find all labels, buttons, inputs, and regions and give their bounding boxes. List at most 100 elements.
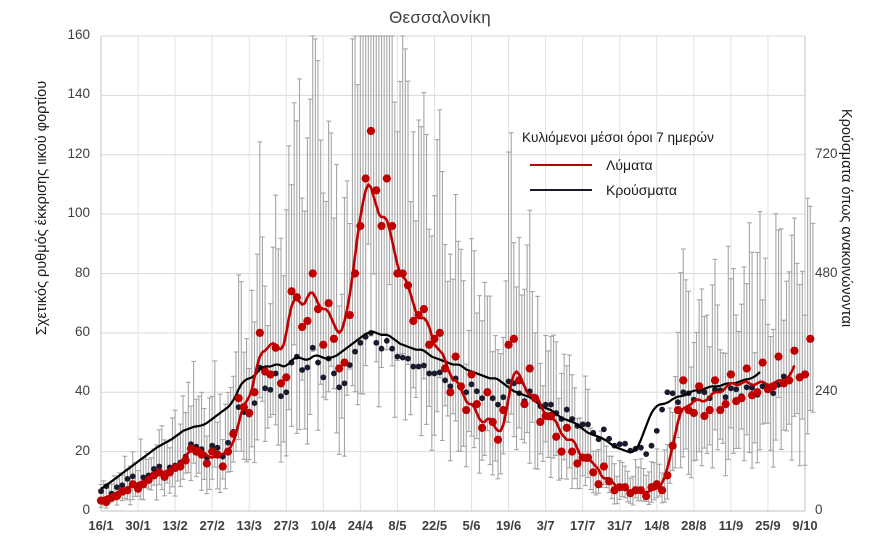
data-point-cases <box>383 337 390 344</box>
data-point-wastewater <box>536 417 545 427</box>
data-point-cases <box>442 377 448 384</box>
data-point-cases <box>680 389 687 396</box>
x-tick-label: 27/2 <box>199 518 225 533</box>
data-point-cases <box>500 394 507 401</box>
data-point-wastewater <box>642 492 651 501</box>
data-point-cases <box>653 427 660 434</box>
data-point-cases <box>394 353 401 360</box>
data-point-wastewater <box>562 423 571 432</box>
data-point-wastewater <box>520 400 529 409</box>
x-tick-label: 9/10 <box>792 518 818 533</box>
data-point-wastewater <box>319 340 328 349</box>
data-point-cases <box>770 390 777 397</box>
data-point-cases <box>622 440 628 447</box>
data-point-wastewater <box>488 417 497 427</box>
data-point-wastewater <box>525 364 534 373</box>
x-tick-label: 8/5 <box>388 518 407 533</box>
data-point-cases <box>378 345 385 352</box>
data-point-wastewater <box>652 480 661 489</box>
data-point-wastewater <box>737 394 746 403</box>
data-point-wastewater <box>234 394 243 403</box>
data-point-wastewater <box>462 405 471 415</box>
data-point-wastewater <box>567 447 577 456</box>
data-point-cases <box>251 400 258 407</box>
data-point-wastewater <box>361 174 370 183</box>
data-point-cases <box>235 404 242 410</box>
legend-label-krousmata: Κρούσματα <box>606 181 677 198</box>
data-point-cases <box>701 389 708 396</box>
data-point-cases <box>664 389 671 396</box>
data-point-wastewater <box>456 382 466 391</box>
data-point-wastewater <box>679 376 688 385</box>
data-point-cases <box>722 394 729 401</box>
data-point-wastewater <box>594 480 603 489</box>
data-point-wastewater <box>340 358 349 367</box>
data-point-wastewater <box>123 486 132 495</box>
data-point-wastewater <box>335 364 344 373</box>
x-tick-label: 17/7 <box>570 518 596 533</box>
data-point-wastewater <box>350 269 360 278</box>
data-point-cases <box>489 395 496 402</box>
data-point-cases <box>336 384 343 391</box>
y-tick-label: 80 <box>74 264 90 280</box>
data-point-wastewater <box>229 429 238 438</box>
data-point-wastewater <box>705 405 714 415</box>
data-point-cases <box>733 386 740 393</box>
data-point-wastewater <box>689 408 698 418</box>
x-tick-label: 31/7 <box>607 518 633 533</box>
data-point-wastewater <box>483 388 492 397</box>
data-point-cases <box>98 488 104 495</box>
data-point-wastewater <box>769 382 778 391</box>
data-point-cases <box>410 363 417 370</box>
y-tick-label-right: 240 <box>815 383 838 399</box>
y-tick-label-right: 0 <box>815 502 823 517</box>
data-point-cases <box>468 381 475 388</box>
data-point-wastewater <box>308 269 317 278</box>
data-point-wastewater <box>530 394 540 403</box>
data-point-cases <box>119 482 126 489</box>
x-tick-label: 19/6 <box>495 518 522 533</box>
data-point-cases <box>209 442 216 449</box>
data-point-wastewater <box>292 293 301 302</box>
data-point-cases <box>225 439 231 446</box>
data-point-cases <box>505 378 512 385</box>
data-point-cases <box>124 475 131 482</box>
y-tick-label-right: 720 <box>815 145 838 161</box>
data-point-wastewater <box>472 400 481 409</box>
x-tick-label: 5/6 <box>462 518 481 533</box>
data-point-cases <box>399 354 406 361</box>
data-point-wastewater <box>366 126 376 136</box>
legend-title: Κυλιόμενοι μέσοι όροι 7 ημερών <box>522 130 714 145</box>
data-point-wastewater <box>451 352 460 361</box>
data-point-wastewater <box>785 376 794 385</box>
data-point-wastewater <box>721 400 730 409</box>
data-point-wastewater <box>287 287 296 296</box>
data-point-wastewater <box>382 174 391 183</box>
data-point-wastewater <box>255 328 264 337</box>
data-point-wastewater <box>276 379 286 388</box>
data-point-wastewater <box>583 453 593 462</box>
data-point-cases <box>463 389 470 396</box>
data-point-wastewater <box>440 364 450 373</box>
data-point-cases <box>600 426 607 433</box>
data-point-wastewater <box>790 346 799 355</box>
data-point-wastewater <box>266 370 275 379</box>
x-tick-label: 28/8 <box>681 518 707 533</box>
data-point-cases <box>129 473 136 480</box>
data-point-wastewater <box>403 281 413 290</box>
x-tick-label: 14/8 <box>644 518 670 533</box>
data-point-cases <box>675 399 681 406</box>
data-point-cases <box>304 364 311 371</box>
data-point-wastewater <box>758 358 767 367</box>
data-point-wastewater <box>218 462 227 471</box>
data-point-wastewater <box>213 450 222 459</box>
legend-label-lymata: Λύματα <box>606 156 653 173</box>
data-point-cases <box>659 406 665 413</box>
data-point-wastewater <box>700 411 709 421</box>
data-point-cases <box>156 463 163 470</box>
data-point-cases <box>309 344 316 351</box>
data-point-cases <box>669 390 676 397</box>
data-point-wastewater <box>176 462 185 471</box>
x-tick-label: 11/9 <box>718 518 744 533</box>
data-point-cases <box>331 370 337 377</box>
